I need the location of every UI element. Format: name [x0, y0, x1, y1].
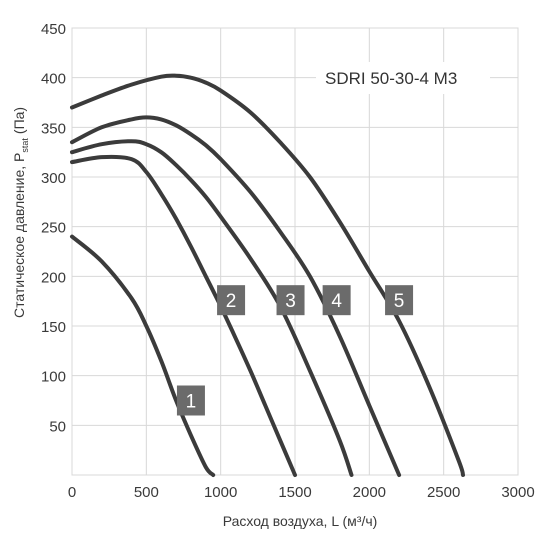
y-tick-label: 300: [41, 170, 66, 187]
y-tick-label: 150: [41, 319, 66, 336]
curve-5: [70, 73, 465, 477]
y-tick-label: 50: [49, 418, 66, 435]
x-tick-label: 2000: [353, 484, 386, 501]
curve-label-3: 3: [276, 285, 305, 316]
curve-1: [70, 234, 216, 477]
chart-title-background: [316, 62, 490, 94]
y-tick-label: 250: [41, 220, 66, 237]
y-tick-label: 100: [41, 369, 66, 386]
y-tick-label: 350: [41, 120, 66, 137]
x-tick-label: 1500: [278, 484, 311, 501]
curve-label-text: 2: [226, 291, 237, 312]
performance-curves: [70, 73, 465, 477]
curve-label-badge: [385, 285, 414, 316]
x-tick-label: 2500: [427, 484, 460, 501]
x-tick-label: 1000: [204, 484, 237, 501]
x-tick-label: 0: [68, 484, 76, 501]
y-axis-title-unit: (Па): [11, 107, 27, 134]
y-tick-label: 200: [41, 269, 66, 286]
curve-label-badge: [276, 285, 305, 316]
curve-label-badge: [217, 285, 246, 316]
chart-title: SDRI 50-30-4 M3: [325, 69, 457, 88]
curve-label-badge: [176, 385, 205, 416]
curve-3: [70, 139, 354, 477]
x-tick-label: 3000: [501, 484, 534, 501]
curve-label-4: 4: [322, 285, 351, 316]
curve-label-text: 1: [186, 392, 197, 413]
curve-label-text: 4: [331, 291, 342, 312]
y-tick-label: 450: [41, 21, 66, 38]
y-tick-label: 400: [41, 71, 66, 88]
y-axis-title-main: Статическое давление, P: [11, 153, 27, 318]
curve-label-text: 3: [285, 291, 296, 312]
curve-label-text: 5: [394, 291, 405, 312]
curve-4: [70, 115, 402, 477]
curve-label-2: 2: [217, 285, 246, 316]
curve-label-1: 1: [176, 385, 205, 416]
x-axis-title: Расход воздуха, L (м³/ч): [223, 513, 378, 529]
curve-2: [70, 154, 297, 477]
curve-label-5: 5: [385, 285, 414, 316]
axis-ticks: 0 500 1000 1500 2000 2500 3000 50 100 150 200 250 30…: [41, 21, 535, 501]
x-tick-label: 500: [134, 484, 159, 501]
curve-label-badge: [322, 285, 351, 316]
y-axis-title-subscript: stat: [20, 138, 30, 153]
curve-labels: 1 2 3 4 5: [176, 285, 414, 416]
y-axis-title: Статическое давление, Pstat (Па): [11, 107, 30, 318]
